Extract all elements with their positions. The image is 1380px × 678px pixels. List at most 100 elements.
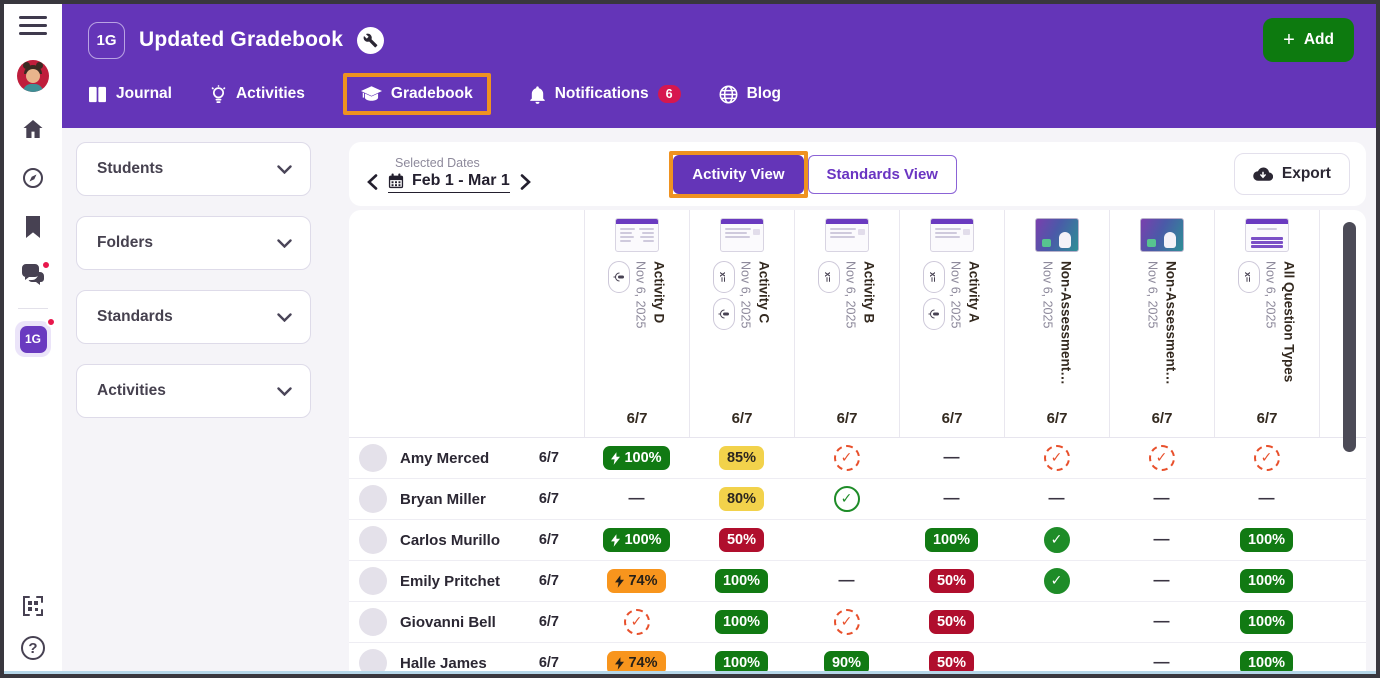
class-1g-chip[interactable]: 1G [15, 317, 56, 357]
grade-cell[interactable]: 100% [1214, 610, 1319, 634]
check-circle-icon[interactable]: ✓ [833, 609, 860, 635]
grade-cell[interactable]: 100% [584, 528, 689, 552]
grade-cell[interactable]: 100% [689, 651, 794, 674]
activity-column-header[interactable]: x= Nov 6, 2025 Activity C 6/7 [689, 210, 794, 437]
check-circle-icon[interactable]: ✓ [623, 609, 650, 635]
avatar[interactable] [17, 60, 49, 92]
home-icon[interactable] [21, 117, 45, 141]
check-circle-icon[interactable]: ✓ [1043, 445, 1070, 471]
grade-cell[interactable]: — [1109, 572, 1214, 590]
grade-badge[interactable]: 100% [714, 610, 769, 634]
grade-cell[interactable]: ✓ [1109, 445, 1214, 471]
tab-activities[interactable]: Activities [210, 84, 305, 104]
tab-gradebook[interactable]: Gradebook [342, 73, 491, 115]
menu-icon[interactable] [19, 16, 47, 40]
grade-cell[interactable]: 100% [689, 610, 794, 634]
grade-cell[interactable]: 90% [794, 651, 899, 674]
previous-dates-chevron-icon[interactable] [367, 174, 378, 190]
check-circle-icon[interactable]: ✓ [1043, 527, 1070, 553]
activity-column-header[interactable]: Nov 6, 2025 Non-Assessment… 6/7 [1109, 210, 1214, 437]
student-name-cell[interactable]: Emily Pritchet 6/7 [349, 567, 584, 595]
grade-cell[interactable]: ✓ [794, 486, 899, 512]
grade-badge[interactable]: 100% [1239, 528, 1294, 552]
standards-view-button[interactable]: Standards View [807, 154, 957, 194]
grade-cell[interactable]: 50% [689, 528, 794, 552]
grade-cell[interactable]: 80% [689, 487, 794, 511]
grade-badge[interactable]: 100% [1239, 569, 1294, 593]
check-circle-icon[interactable]: ✓ [1043, 568, 1070, 594]
filter-standards[interactable]: Standards [76, 290, 311, 344]
tab-notifications[interactable]: Notifications 6 [529, 85, 681, 104]
grade-cell[interactable]: — [584, 490, 689, 508]
student-name-cell[interactable]: Halle James 6/7 [349, 649, 584, 674]
grade-cell[interactable]: ✓ [794, 445, 899, 471]
grade-cell[interactable]: 100% [1214, 569, 1319, 593]
grade-cell[interactable]: 74% [584, 651, 689, 674]
student-name-cell[interactable]: Bryan Miller 6/7 [349, 485, 584, 513]
activity-column-header[interactable]: x= Nov 6, 2025 Activity B 6/7 [794, 210, 899, 437]
grade-cell[interactable]: 85% [689, 446, 794, 470]
grade-cell[interactable]: — [899, 490, 1004, 508]
filter-students[interactable]: Students [76, 142, 311, 196]
grade-cell[interactable]: — [1004, 490, 1109, 508]
grade-cell[interactable]: 50% [899, 610, 1004, 634]
tab-journal[interactable]: Journal [88, 85, 172, 103]
grade-badge[interactable]: 100% [1239, 610, 1294, 634]
grade-cell[interactable]: ✓ [794, 609, 899, 635]
grade-badge[interactable]: 50% [928, 610, 975, 634]
grade-badge[interactable]: 80% [718, 487, 765, 511]
grade-cell[interactable]: 100% [899, 528, 1004, 552]
grade-badge[interactable]: 50% [928, 569, 975, 593]
grade-cell[interactable]: 100% [1214, 651, 1319, 674]
grade-cell[interactable]: — [1109, 613, 1214, 631]
qr-scan-icon[interactable] [21, 594, 45, 618]
date-range-picker[interactable]: Feb 1 - Mar 1 [388, 172, 510, 193]
grade-badge[interactable]: 74% [607, 651, 666, 674]
grade-cell[interactable]: ✓ [1004, 568, 1109, 594]
grade-cell[interactable]: 50% [899, 651, 1004, 674]
next-dates-chevron-icon[interactable] [520, 174, 531, 190]
grade-cell[interactable]: — [1109, 531, 1214, 549]
grade-cell[interactable]: 50% [899, 569, 1004, 593]
grade-cell[interactable]: ✓ [584, 609, 689, 635]
grade-cell[interactable]: — [1109, 654, 1214, 672]
grade-cell[interactable]: 100% [584, 446, 689, 470]
grade-badge[interactable]: 100% [714, 651, 769, 674]
activity-column-header[interactable]: x= Nov 6, 2025 Activity A 6/7 [899, 210, 1004, 437]
grade-cell[interactable]: — [1214, 490, 1319, 508]
grade-cell[interactable]: 74% [584, 569, 689, 593]
grade-badge[interactable]: 74% [607, 569, 666, 593]
student-name-cell[interactable]: Amy Merced 6/7 [349, 444, 584, 472]
student-name-cell[interactable]: Giovanni Bell 6/7 [349, 608, 584, 636]
grade-badge[interactable]: 50% [718, 528, 765, 552]
grade-badge[interactable]: 100% [1239, 651, 1294, 674]
filter-folders[interactable]: Folders [76, 216, 311, 270]
grade-cell[interactable]: — [794, 572, 899, 590]
activity-view-button[interactable]: Activity View [673, 154, 804, 194]
grade-cell[interactable]: — [1109, 490, 1214, 508]
check-circle-icon[interactable]: ✓ [833, 486, 860, 512]
discover-compass-icon[interactable] [21, 166, 45, 190]
grade-cell[interactable]: 100% [689, 569, 794, 593]
grade-cell[interactable]: ✓ [1004, 527, 1109, 553]
activity-column-header[interactable]: x= Nov 6, 2025 All Question Types 6/7 [1214, 210, 1319, 437]
grade-badge[interactable]: 100% [603, 528, 670, 552]
grade-badge[interactable]: 100% [603, 446, 670, 470]
grade-cell[interactable]: ✓ [1004, 445, 1109, 471]
filter-activities[interactable]: Activities [76, 364, 311, 418]
student-name-cell[interactable]: Carlos Murillo 6/7 [349, 526, 584, 554]
check-circle-icon[interactable]: ✓ [833, 445, 860, 471]
activity-column-header[interactable]: Nov 6, 2025 Activity D 6/7 [584, 210, 689, 437]
grade-cell[interactable]: 100% [1214, 528, 1319, 552]
activity-column-header[interactable]: Nov 6, 2025 Non-Assessment… 6/7 [1004, 210, 1109, 437]
bookmark-icon[interactable] [23, 215, 43, 239]
tab-blog[interactable]: Blog [719, 85, 781, 104]
messages-icon[interactable] [20, 260, 51, 288]
check-circle-icon[interactable]: ✓ [1148, 445, 1175, 471]
grade-cell[interactable]: — [899, 449, 1004, 467]
grade-badge[interactable]: 50% [928, 651, 975, 674]
check-circle-icon[interactable]: ✓ [1253, 445, 1280, 471]
export-button[interactable]: Export [1233, 153, 1350, 195]
settings-wrench-icon[interactable] [357, 26, 385, 54]
grade-badge[interactable]: 90% [823, 651, 870, 674]
